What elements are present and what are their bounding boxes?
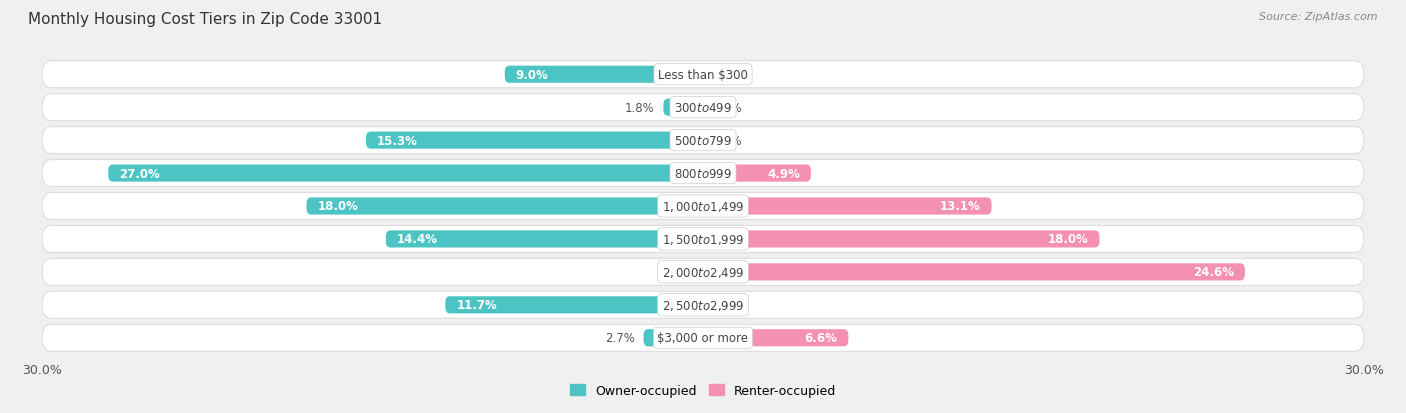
Text: 0.0%: 0.0% xyxy=(711,102,741,114)
Text: Source: ZipAtlas.com: Source: ZipAtlas.com xyxy=(1260,12,1378,22)
FancyBboxPatch shape xyxy=(42,127,1364,154)
FancyBboxPatch shape xyxy=(42,259,1364,286)
Text: 1.8%: 1.8% xyxy=(624,102,655,114)
FancyBboxPatch shape xyxy=(664,100,703,116)
FancyBboxPatch shape xyxy=(446,297,703,313)
FancyBboxPatch shape xyxy=(307,198,703,215)
Text: $1,500 to $1,999: $1,500 to $1,999 xyxy=(662,233,744,246)
Text: 14.4%: 14.4% xyxy=(396,233,437,246)
FancyBboxPatch shape xyxy=(703,263,1244,281)
Text: Monthly Housing Cost Tiers in Zip Code 33001: Monthly Housing Cost Tiers in Zip Code 3… xyxy=(28,12,382,27)
FancyBboxPatch shape xyxy=(703,165,811,182)
FancyBboxPatch shape xyxy=(108,165,703,182)
FancyBboxPatch shape xyxy=(644,330,703,347)
FancyBboxPatch shape xyxy=(42,292,1364,318)
Text: $500 to $799: $500 to $799 xyxy=(673,134,733,147)
Text: $2,500 to $2,999: $2,500 to $2,999 xyxy=(662,298,744,312)
Text: 11.7%: 11.7% xyxy=(457,299,498,311)
Text: 0.0%: 0.0% xyxy=(711,299,741,311)
FancyBboxPatch shape xyxy=(42,226,1364,253)
FancyBboxPatch shape xyxy=(703,231,1099,248)
FancyBboxPatch shape xyxy=(366,132,703,150)
Text: $800 to $999: $800 to $999 xyxy=(673,167,733,180)
Text: 0.0%: 0.0% xyxy=(665,266,695,279)
Text: 18.0%: 18.0% xyxy=(318,200,359,213)
Text: $1,000 to $1,499: $1,000 to $1,499 xyxy=(662,199,744,214)
Text: 0.0%: 0.0% xyxy=(711,69,741,81)
Text: 24.6%: 24.6% xyxy=(1192,266,1234,279)
FancyBboxPatch shape xyxy=(42,95,1364,121)
Text: $2,000 to $2,499: $2,000 to $2,499 xyxy=(662,265,744,279)
Text: 18.0%: 18.0% xyxy=(1047,233,1088,246)
Text: Less than $300: Less than $300 xyxy=(658,69,748,81)
Text: 4.9%: 4.9% xyxy=(768,167,800,180)
Text: 6.6%: 6.6% xyxy=(804,332,838,344)
FancyBboxPatch shape xyxy=(703,330,848,347)
Legend: Owner-occupied, Renter-occupied: Owner-occupied, Renter-occupied xyxy=(565,379,841,402)
Text: $300 to $499: $300 to $499 xyxy=(673,102,733,114)
FancyBboxPatch shape xyxy=(42,160,1364,187)
Text: 2.7%: 2.7% xyxy=(605,332,634,344)
FancyBboxPatch shape xyxy=(703,198,991,215)
Text: $3,000 or more: $3,000 or more xyxy=(658,332,748,344)
FancyBboxPatch shape xyxy=(505,66,703,83)
Text: 15.3%: 15.3% xyxy=(377,134,418,147)
Text: 27.0%: 27.0% xyxy=(120,167,160,180)
Text: 13.1%: 13.1% xyxy=(939,200,980,213)
FancyBboxPatch shape xyxy=(385,231,703,248)
FancyBboxPatch shape xyxy=(42,193,1364,220)
FancyBboxPatch shape xyxy=(42,325,1364,351)
Text: 9.0%: 9.0% xyxy=(516,69,548,81)
Text: 0.0%: 0.0% xyxy=(711,134,741,147)
FancyBboxPatch shape xyxy=(42,62,1364,88)
